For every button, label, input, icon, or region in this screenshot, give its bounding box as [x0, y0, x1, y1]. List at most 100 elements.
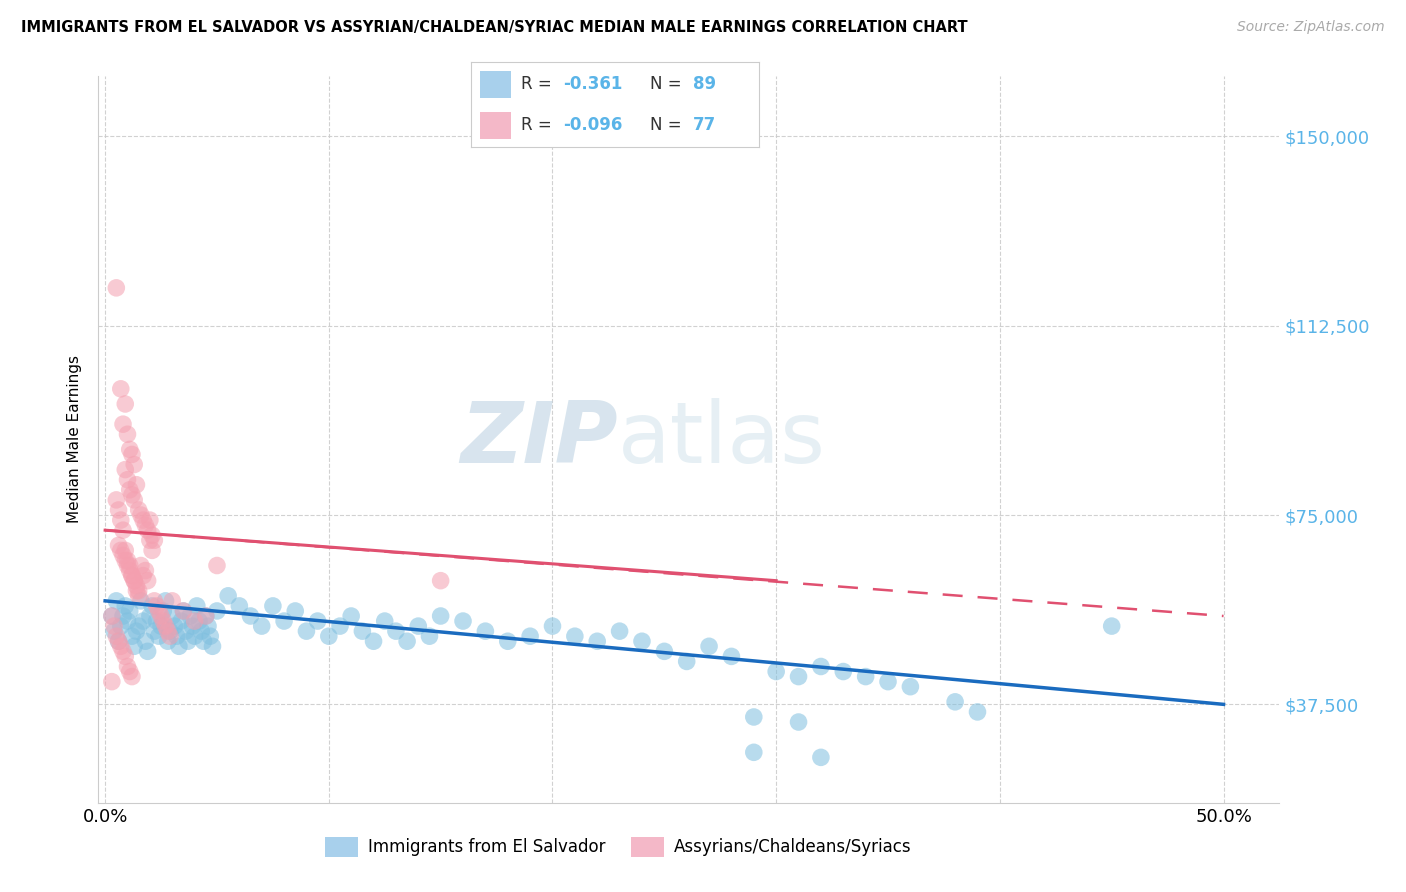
- Point: [787, 714, 810, 729]
- Point: [117, 553, 139, 567]
- Point: [228, 599, 250, 613]
- Point: [697, 640, 720, 654]
- Point: [172, 604, 194, 618]
- Point: [474, 624, 496, 639]
- Point: [181, 619, 204, 633]
- Point: [136, 644, 159, 658]
- Point: [128, 503, 150, 517]
- Text: IMMIGRANTS FROM EL SALVADOR VS ASSYRIAN/CHALDEAN/SYRIAC MEDIAN MALE EARNINGS COR: IMMIGRANTS FROM EL SALVADOR VS ASSYRIAN/…: [21, 20, 967, 35]
- Point: [107, 503, 129, 517]
- Point: [205, 558, 228, 573]
- Point: [284, 604, 307, 618]
- Point: [128, 589, 150, 603]
- Point: [105, 629, 128, 643]
- Point: [101, 609, 124, 624]
- Point: [877, 674, 900, 689]
- Point: [132, 513, 155, 527]
- Point: [408, 619, 430, 633]
- Point: [374, 614, 396, 628]
- Point: [125, 477, 148, 491]
- Point: [159, 624, 181, 639]
- Text: ZIP: ZIP: [460, 398, 619, 481]
- Point: [117, 614, 139, 628]
- Legend: Immigrants from El Salvador, Assyrians/Chaldeans/Syriacs: Immigrants from El Salvador, Assyrians/C…: [318, 830, 918, 863]
- Point: [112, 644, 135, 658]
- Point: [145, 614, 167, 628]
- Point: [118, 665, 141, 679]
- Text: Source: ZipAtlas.com: Source: ZipAtlas.com: [1237, 20, 1385, 34]
- Point: [166, 629, 188, 643]
- Point: [117, 427, 139, 442]
- Point: [121, 670, 143, 684]
- Point: [110, 640, 132, 654]
- Point: [742, 745, 765, 759]
- Point: [129, 594, 152, 608]
- Point: [121, 629, 143, 643]
- Point: [720, 649, 742, 664]
- Point: [143, 594, 166, 608]
- Point: [943, 695, 966, 709]
- Point: [172, 604, 194, 618]
- Point: [152, 614, 174, 628]
- Point: [125, 579, 148, 593]
- Point: [810, 659, 832, 673]
- Point: [134, 518, 156, 533]
- Point: [496, 634, 519, 648]
- Point: [110, 513, 132, 527]
- Point: [107, 634, 129, 648]
- Point: [262, 599, 284, 613]
- Point: [129, 558, 152, 573]
- Point: [107, 538, 129, 552]
- Point: [118, 558, 141, 573]
- Point: [352, 624, 374, 639]
- Point: [318, 629, 340, 643]
- Point: [217, 589, 239, 603]
- Point: [1101, 619, 1123, 633]
- Point: [117, 558, 139, 573]
- Point: [179, 609, 201, 624]
- Point: [117, 473, 139, 487]
- Point: [103, 619, 125, 633]
- Point: [121, 568, 143, 582]
- Text: atlas: atlas: [619, 398, 827, 481]
- Point: [159, 629, 181, 643]
- Point: [150, 619, 173, 633]
- Point: [200, 629, 222, 643]
- Text: N =: N =: [650, 116, 686, 134]
- Point: [125, 624, 148, 639]
- Point: [114, 543, 136, 558]
- Text: 89: 89: [693, 75, 716, 93]
- Point: [128, 583, 150, 598]
- Point: [118, 604, 141, 618]
- Point: [183, 614, 205, 628]
- Point: [122, 640, 145, 654]
- Point: [396, 634, 419, 648]
- Point: [155, 594, 177, 608]
- Point: [194, 609, 217, 624]
- Point: [122, 574, 145, 588]
- Point: [103, 624, 125, 639]
- Point: [340, 609, 363, 624]
- Point: [429, 574, 451, 588]
- Point: [966, 705, 988, 719]
- Point: [112, 523, 135, 537]
- Point: [118, 564, 141, 578]
- Point: [197, 619, 219, 633]
- Point: [329, 619, 352, 633]
- Point: [139, 533, 162, 548]
- Text: R =: R =: [522, 75, 557, 93]
- Point: [114, 599, 136, 613]
- Point: [170, 614, 193, 628]
- Point: [564, 629, 586, 643]
- Point: [418, 629, 440, 643]
- Point: [112, 609, 135, 624]
- Bar: [479, 71, 512, 98]
- Point: [136, 574, 159, 588]
- Point: [101, 609, 124, 624]
- Point: [832, 665, 855, 679]
- Point: [141, 599, 163, 613]
- Point: [519, 629, 541, 643]
- Point: [295, 624, 318, 639]
- Point: [177, 634, 200, 648]
- Point: [110, 382, 132, 396]
